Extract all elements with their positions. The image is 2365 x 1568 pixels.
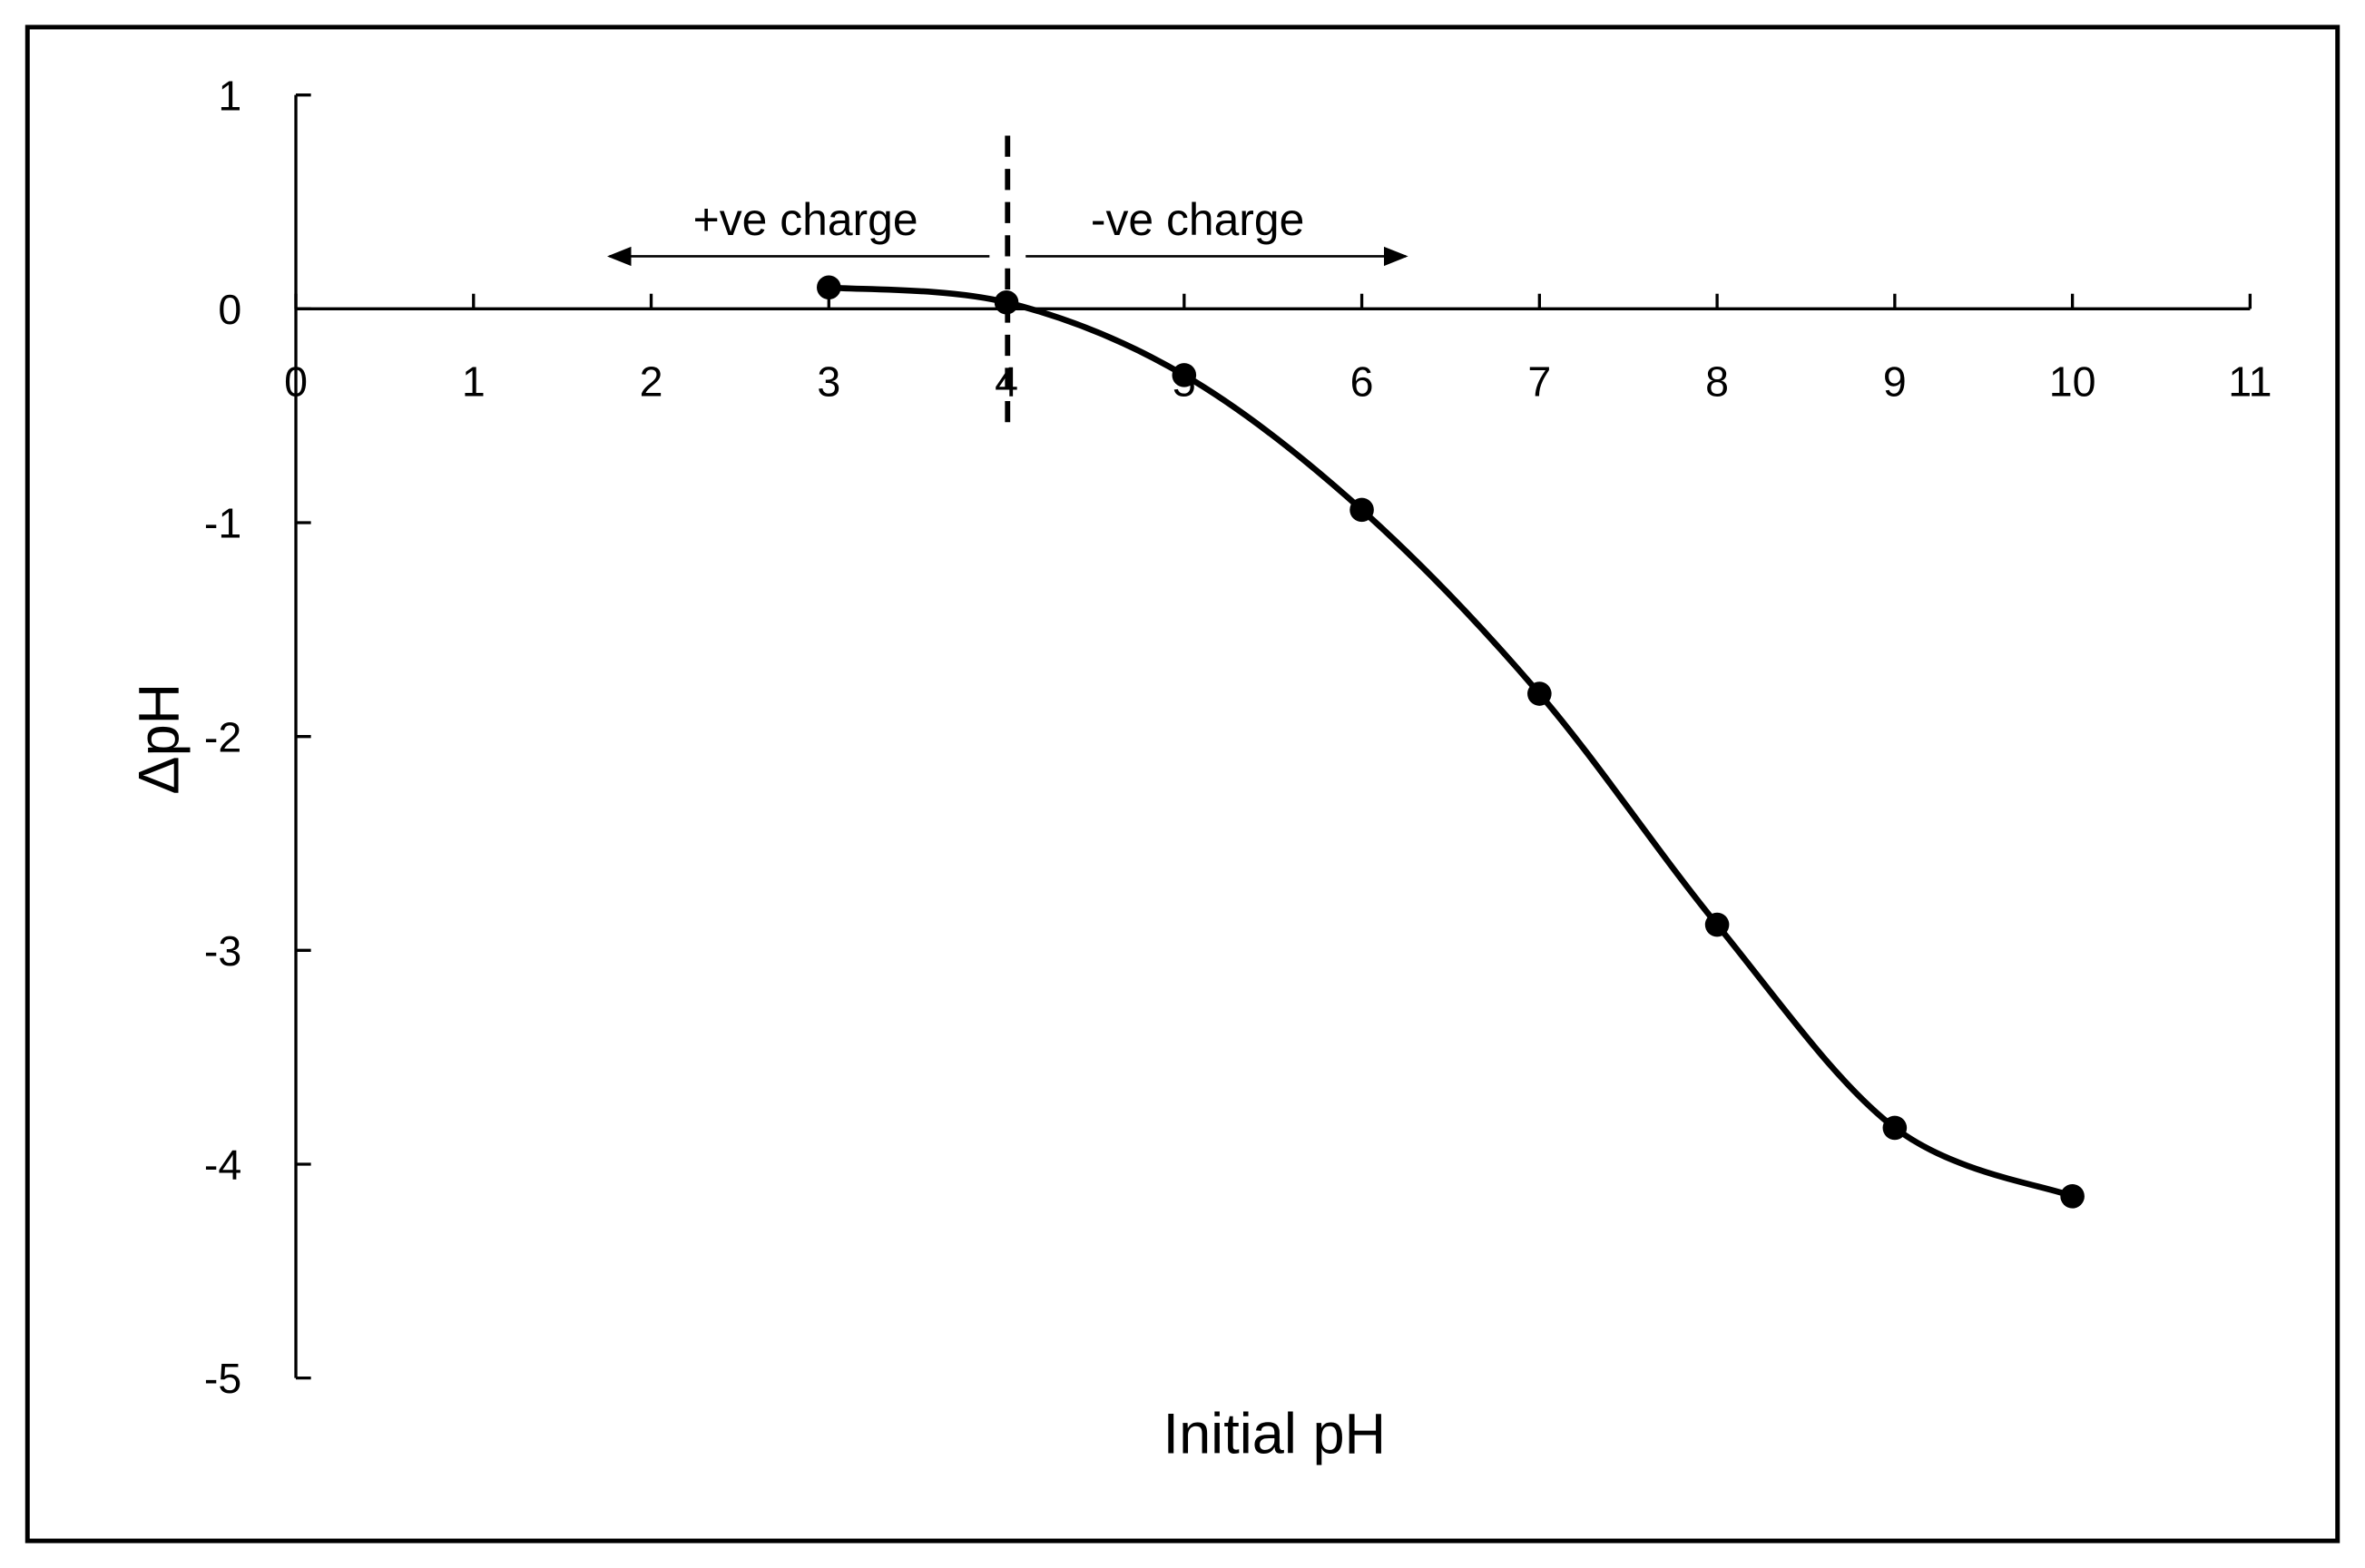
axes: 0123456789101110-1-2-3-4-5 xyxy=(204,72,2272,1402)
y-axis-title: ΔpH xyxy=(127,683,191,795)
negative-charge-label: -ve charge xyxy=(1091,194,1304,245)
y-tick-label: -4 xyxy=(204,1142,241,1189)
x-tick-label: 6 xyxy=(1350,358,1374,406)
y-tick-label: 1 xyxy=(218,72,241,119)
y-tick-label: -1 xyxy=(204,500,241,547)
x-tick-label: 11 xyxy=(2228,358,2272,406)
y-tick-label: 0 xyxy=(218,286,241,333)
data-point xyxy=(994,289,1019,315)
x-tick-label: 1 xyxy=(462,358,486,406)
data-point xyxy=(817,275,841,300)
x-tick-label: 2 xyxy=(640,358,663,406)
x-tick-label: 10 xyxy=(2049,358,2096,406)
x-tick-label: 9 xyxy=(1883,358,1907,406)
series-line xyxy=(829,284,2074,1200)
data-point xyxy=(1172,363,1197,387)
y-tick-label: -3 xyxy=(204,927,241,975)
annotations: +ve charge -ve charge xyxy=(606,135,1408,432)
series xyxy=(817,275,2085,1209)
x-tick-label: 3 xyxy=(817,358,840,406)
data-point xyxy=(1882,1115,1908,1141)
chart-frame xyxy=(25,24,2340,1544)
x-tick-label: 7 xyxy=(1527,358,1551,406)
x-axis-title: Initial pH xyxy=(1163,1403,1387,1466)
data-point xyxy=(1704,912,1730,937)
positive-charge-label: +ve charge xyxy=(693,194,918,245)
x-tick-label: 0 xyxy=(284,358,308,406)
y-tick-label: -2 xyxy=(204,713,241,760)
data-point xyxy=(1527,681,1552,706)
data-point xyxy=(1349,497,1374,523)
y-tick-label: -5 xyxy=(204,1355,241,1402)
data-point xyxy=(2060,1184,2085,1209)
x-tick-label: 8 xyxy=(1705,358,1729,406)
